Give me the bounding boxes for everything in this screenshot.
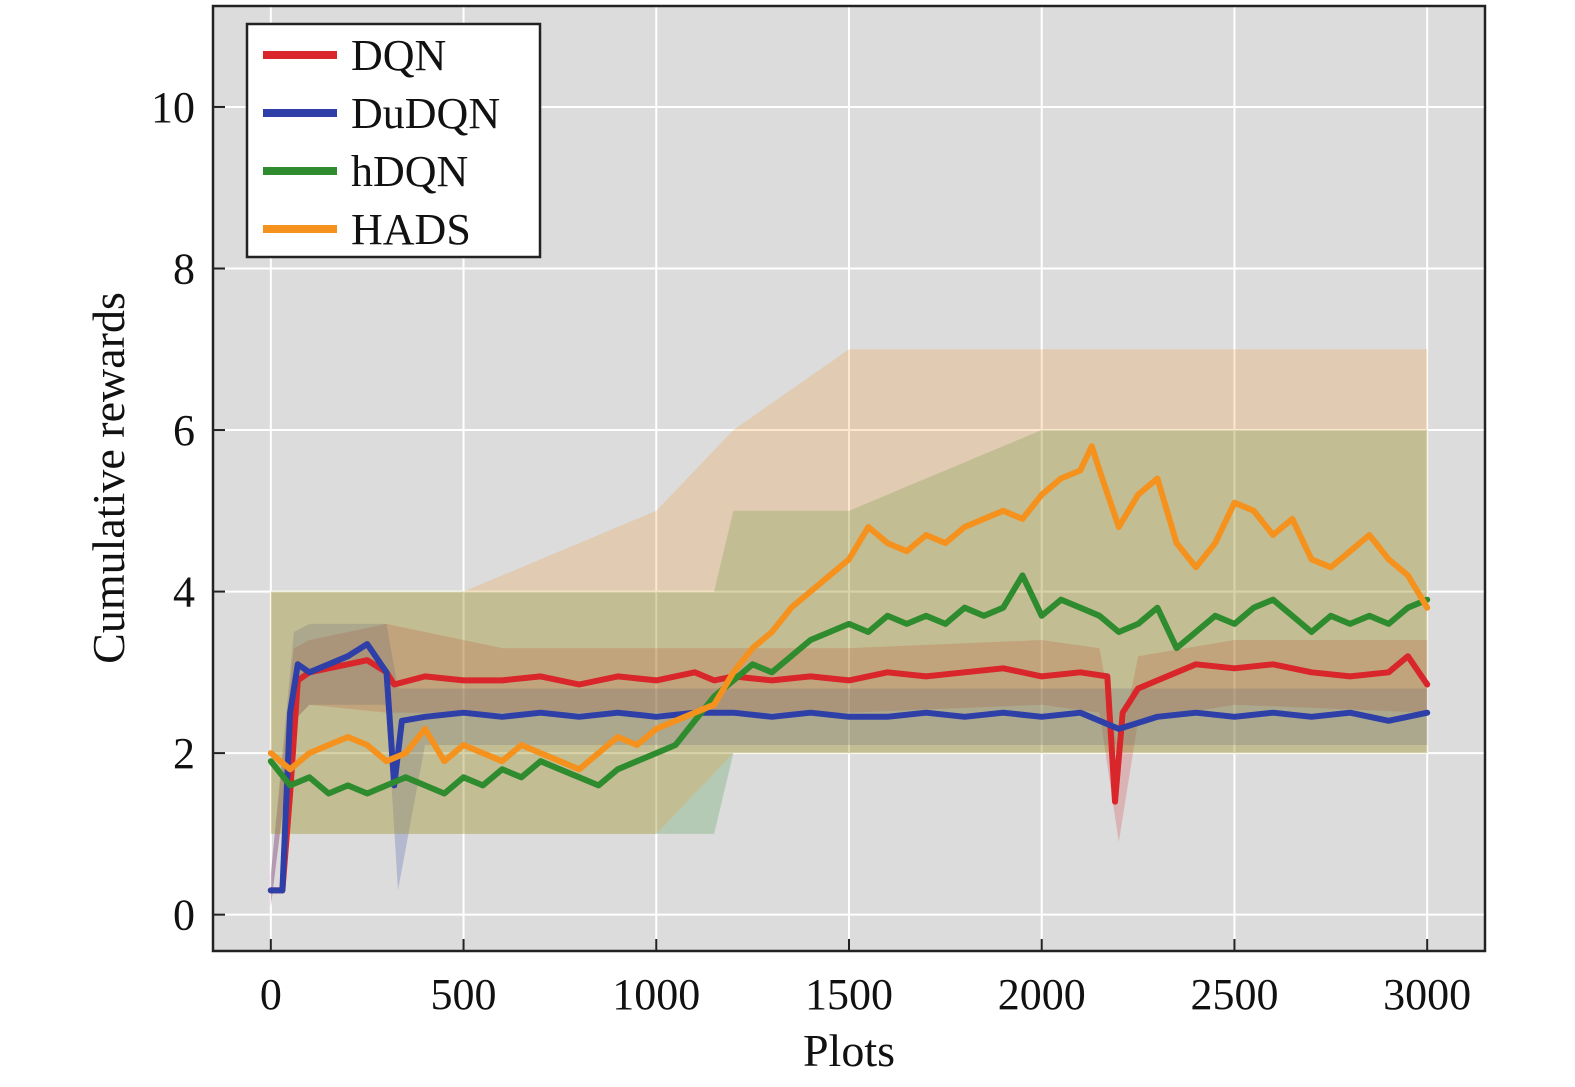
- series-lines: [267, 443, 1431, 894]
- x-tick-label: 1500: [805, 970, 893, 1019]
- legend-label-hads: HADS: [351, 205, 471, 254]
- band-hdqn: [270, 430, 1428, 834]
- legend-box: [245, 22, 542, 259]
- legend-label-dudqn: DuDQN: [351, 89, 500, 138]
- y-tick-label: 2: [173, 729, 195, 778]
- series-line-hdqn: [267, 572, 1431, 797]
- x-tick-label: 3000: [1383, 970, 1471, 1019]
- y-axis-label: Cumulative rewards: [83, 292, 134, 664]
- legend-label-hdqn: hDQN: [351, 147, 468, 196]
- x-tick-label: 1000: [612, 970, 700, 1019]
- y-tick-label: 4: [173, 568, 195, 617]
- x-tick-label: 500: [431, 970, 497, 1019]
- y-tick-label: 10: [151, 83, 195, 132]
- series-line-dqn: [267, 653, 1431, 894]
- y-tick-label: 8: [173, 245, 195, 294]
- x-tick-label: 2000: [998, 970, 1086, 1019]
- band-dudqn: [270, 623, 1428, 907]
- x-tick-label: 0: [260, 970, 282, 1019]
- band-dqn: [270, 623, 1428, 907]
- series-line-dudqn: [267, 641, 1431, 894]
- series-line-hads: [267, 443, 1431, 773]
- y-tick-label: 0: [173, 891, 195, 940]
- axis-ticks: 0 500 1000 1500 2000 2500 3000 0 2 4 6 8 10: [151, 83, 1471, 1019]
- x-tick-label: 2500: [1190, 970, 1278, 1019]
- legend: DQN DuDQN hDQN HADS: [245, 22, 542, 259]
- x-axis-label: Plots: [803, 1025, 895, 1076]
- grid: [213, 6, 1485, 951]
- legend-label-dqn: DQN: [351, 31, 446, 80]
- y-tick-label: 6: [173, 406, 195, 455]
